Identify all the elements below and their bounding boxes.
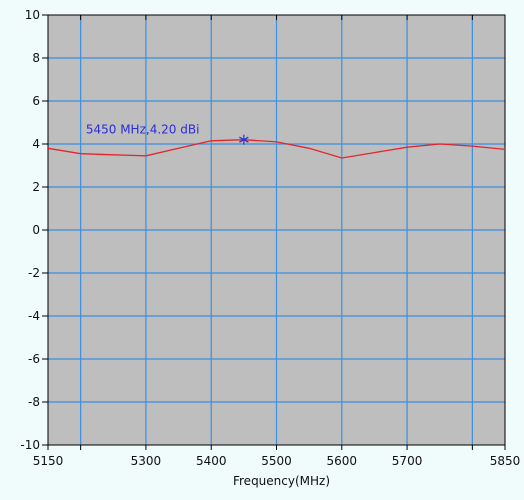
y-tick-label: 10 bbox=[25, 8, 40, 22]
y-tick-label: -10 bbox=[20, 438, 40, 452]
series-line bbox=[47, 139, 506, 159]
y-tick-label: -6 bbox=[28, 352, 40, 366]
axes: 5150 5300 5400 5500 5600 5700 5850 -10 -8 -6 -4 -2 0… bbox=[20, 8, 520, 468]
x-tick-label: 5150 bbox=[33, 454, 64, 468]
y-tick-label: -4 bbox=[28, 309, 40, 323]
x-tick-label: 5700 bbox=[392, 454, 423, 468]
x-tick-label: 5500 bbox=[261, 454, 292, 468]
x-axis-title: Frequency(MHz) bbox=[233, 474, 330, 488]
marker-star-icon bbox=[239, 134, 249, 145]
x-tick-label: 5300 bbox=[131, 454, 162, 468]
y-tick-label: 6 bbox=[32, 94, 40, 108]
x-tick-label: 5850 bbox=[490, 454, 521, 468]
marker: 5450 MHz,4.20 dBi bbox=[86, 123, 249, 145]
plot-frame bbox=[47, 14, 506, 446]
x-tick-label: 5400 bbox=[196, 454, 227, 468]
y-tick-label: 2 bbox=[32, 180, 40, 194]
grid-lines bbox=[48, 15, 505, 445]
marker-annotation: 5450 MHz,4.20 dBi bbox=[86, 123, 200, 137]
data-series bbox=[47, 139, 506, 159]
y-tick-label: 4 bbox=[32, 137, 40, 151]
y-tick-label: 0 bbox=[32, 223, 40, 237]
y-tick-label: -8 bbox=[28, 395, 40, 409]
y-tick-label: 8 bbox=[32, 51, 40, 65]
y-tick-label: -2 bbox=[28, 266, 40, 280]
x-tick-label: 5600 bbox=[327, 454, 358, 468]
